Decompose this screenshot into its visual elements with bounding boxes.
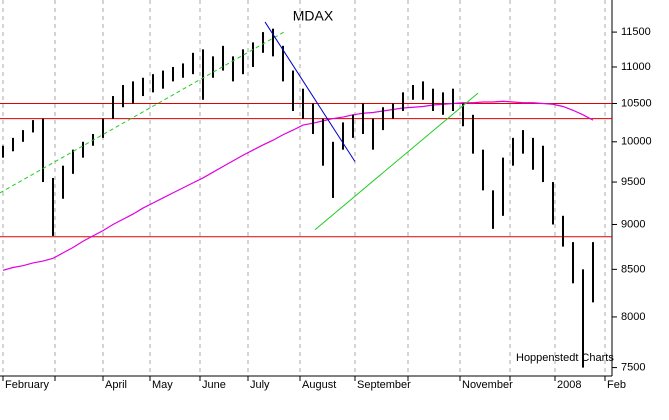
x-tick-label: August	[302, 379, 336, 391]
y-tick-label: 8500	[621, 263, 645, 275]
x-tick-label: September	[357, 379, 411, 391]
x-tick-label: May	[152, 379, 173, 391]
trend-line	[0, 30, 286, 194]
y-tick-label: 7500	[621, 361, 645, 373]
y-tick-label: 10500	[621, 97, 652, 109]
source-note: Hoppenstedt Charts	[516, 352, 614, 364]
y-tick-label: 9500	[621, 176, 645, 188]
x-tick-label: 2008	[557, 379, 581, 391]
x-tick-label: Feb	[607, 379, 626, 391]
x-tick-label: July	[250, 379, 270, 391]
x-tick-label: November	[462, 379, 513, 391]
y-tick-label: 8000	[621, 311, 645, 323]
chart-title: MDAX	[293, 8, 334, 24]
trend-line	[264, 21, 356, 162]
y-tick-label: 9000	[621, 218, 645, 230]
y-tick-label: 11500	[621, 26, 651, 38]
x-tick-label: April	[105, 379, 127, 391]
y-tick-label: 11000	[621, 61, 651, 73]
moving-average	[2, 100, 594, 271]
y-tick-label: 10000	[621, 136, 652, 148]
x-tick-label: June	[202, 379, 226, 391]
x-tick-label: February	[5, 379, 50, 391]
trend-line	[314, 92, 479, 231]
